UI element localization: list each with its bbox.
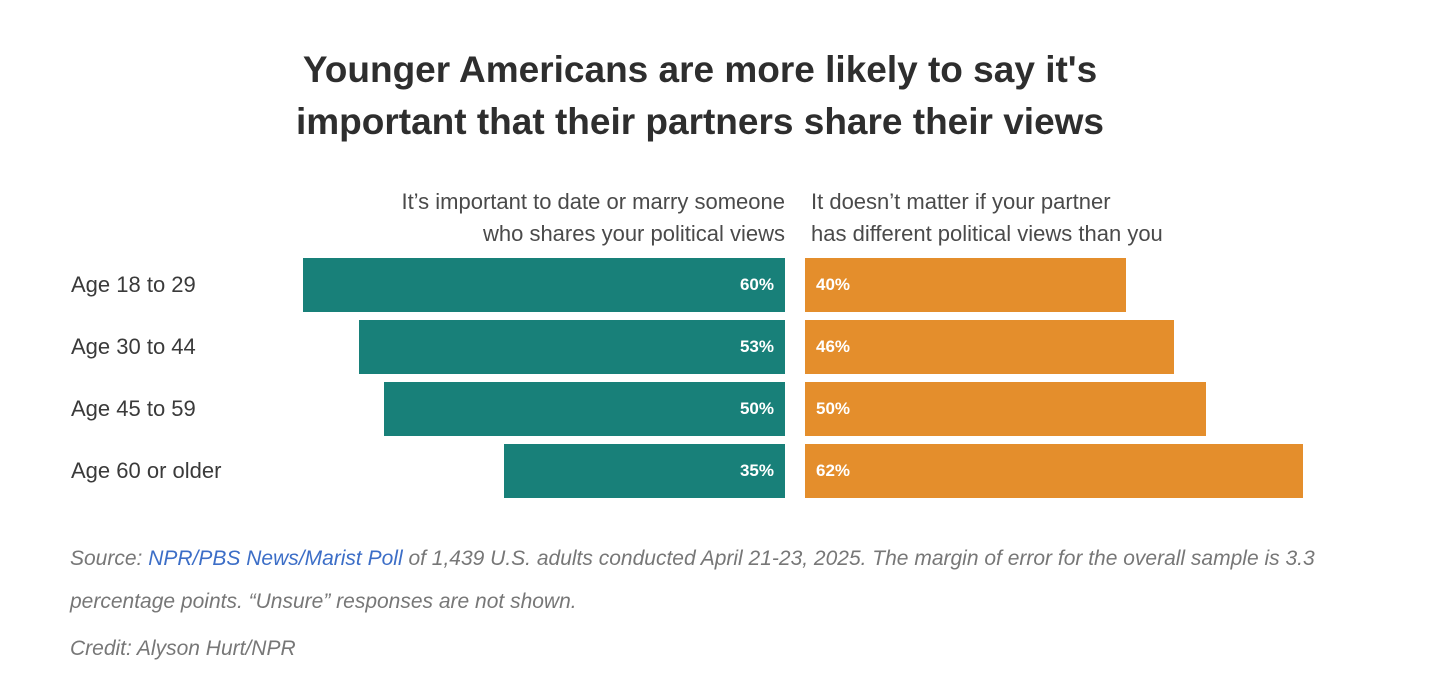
- bar-important-age-45-to-59: 50%: [384, 382, 785, 436]
- bar-value-label: 40%: [816, 275, 851, 294]
- bar-value-label: 35%: [739, 461, 774, 480]
- column-header-important-line-2: who shares your political views: [482, 221, 785, 246]
- bar-important-age-60-or-older: 35%: [504, 444, 785, 498]
- column-header-doesnt-matter: It doesn’t matter if your partner has di…: [811, 186, 1163, 250]
- column-header-important: It’s important to date or marry someone …: [401, 186, 785, 250]
- bar-value-label: 62%: [816, 461, 851, 480]
- bar-important-age-18-to-29: 60%: [303, 258, 785, 312]
- column-header-important-line-1: It’s important to date or marry someone: [401, 189, 785, 214]
- chart-title: Younger Americans are more likely to say…: [0, 44, 1400, 148]
- bar-value-label: 60%: [739, 275, 774, 294]
- source-text: of 1,439 U.S. adults conducted April 21-…: [70, 547, 1315, 613]
- bar-doesnt-matter-age-60-or-older: 62%: [805, 444, 1303, 498]
- column-header-doesnt-matter-line-1: It doesn’t matter if your partner: [811, 189, 1111, 214]
- source-prefix: Source:: [70, 547, 149, 570]
- row-label-age-60-or-older: Age 60 or older: [71, 458, 222, 483]
- source-link[interactable]: NPR/PBS News/Marist Poll: [148, 547, 403, 570]
- bar-important-age-30-to-44: 53%: [359, 320, 785, 374]
- bar-value-label: 50%: [816, 399, 851, 418]
- bar-doesnt-matter-age-18-to-29: 40%: [805, 258, 1126, 312]
- bar-doesnt-matter-age-30-to-44: 46%: [805, 320, 1174, 374]
- row-label-age-45-to-59: Age 45 to 59: [71, 396, 196, 421]
- credit-note: Credit: Alyson Hurt/NPR: [70, 637, 296, 660]
- bar-value-label: 50%: [739, 399, 774, 418]
- chart-title-line-2: important that their partners share thei…: [295, 101, 1105, 142]
- chart-title-line-1: Younger Americans are more likely to say…: [302, 49, 1098, 90]
- column-header-doesnt-matter-line-2: has different political views than you: [811, 221, 1163, 246]
- bar-doesnt-matter-age-45-to-59: 50%: [805, 382, 1206, 436]
- source-note: Source: NPR/PBS News/Marist Poll of 1,43…: [70, 537, 1370, 623]
- row-label-age-30-to-44: Age 30 to 44: [71, 334, 196, 359]
- row-label-age-18-to-29: Age 18 to 29: [71, 272, 196, 297]
- bar-value-label: 46%: [816, 337, 851, 356]
- bar-value-label: 53%: [739, 337, 774, 356]
